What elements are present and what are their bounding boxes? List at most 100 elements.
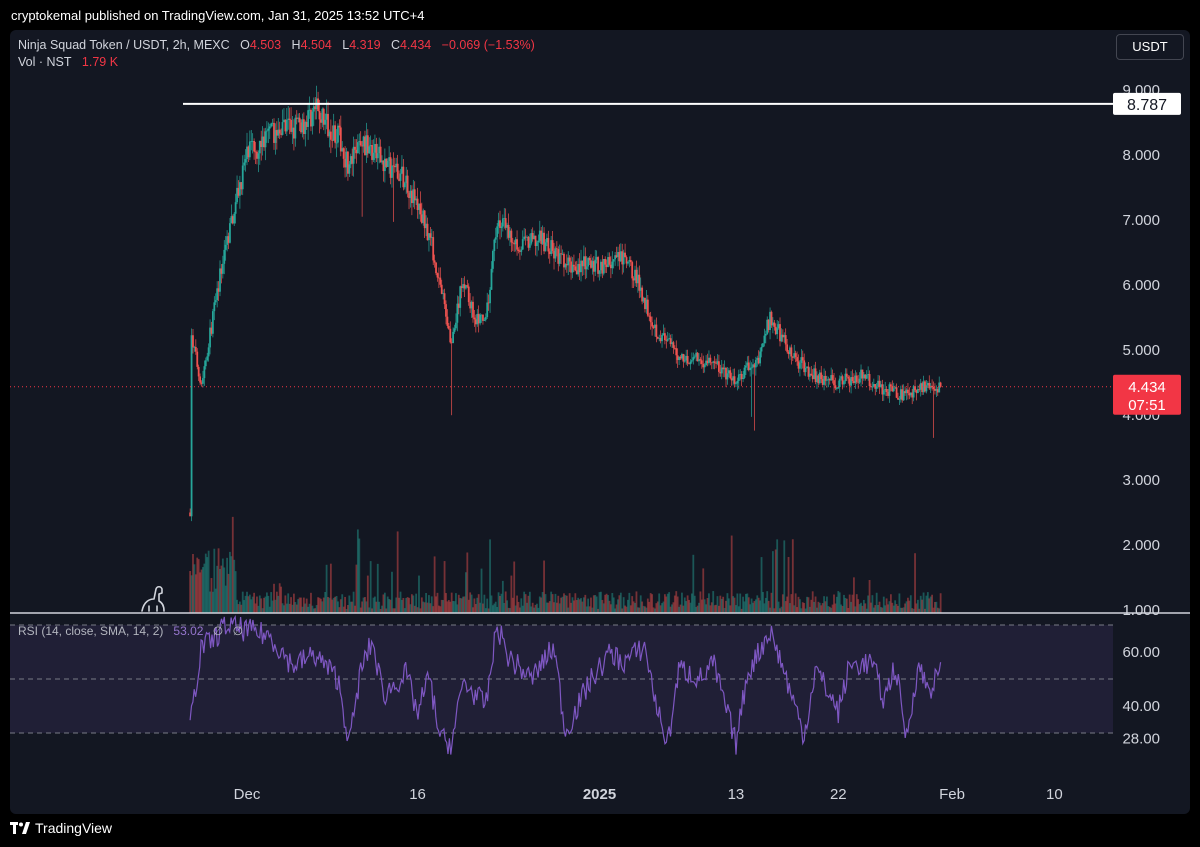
candle-body xyxy=(469,302,472,309)
candle-body xyxy=(415,198,418,201)
volume-bar xyxy=(374,596,376,613)
volume-bar xyxy=(241,591,244,613)
candle-body xyxy=(624,252,626,258)
candle-body xyxy=(227,236,230,243)
candle-body xyxy=(914,386,916,391)
candle-body xyxy=(567,257,570,266)
candle-body xyxy=(803,360,806,373)
candle-body xyxy=(275,130,278,136)
volume-bar xyxy=(563,593,565,613)
candle-body xyxy=(702,363,705,368)
candle-body xyxy=(514,239,517,245)
volume-bar xyxy=(391,571,393,613)
volume-bar xyxy=(614,608,617,613)
volume-bar xyxy=(322,597,325,613)
volume-bar xyxy=(807,597,810,613)
candle-body xyxy=(538,230,541,241)
volume-bar xyxy=(688,599,690,613)
volume-bar xyxy=(757,597,760,613)
candle-body xyxy=(838,378,841,388)
candle-body xyxy=(911,392,914,398)
candle-body xyxy=(291,127,294,132)
published-header: cryptokemal published on TradingView.com… xyxy=(11,8,425,23)
volume-bar xyxy=(712,591,715,613)
chart-canvas[interactable]: 9.0008.0007.0006.0005.0004.0003.0002.000… xyxy=(10,30,1190,814)
volume-bar xyxy=(470,594,473,613)
currency-button[interactable]: USDT xyxy=(1116,34,1184,60)
volume-bar xyxy=(435,596,437,613)
volume-bar xyxy=(209,591,211,613)
volume-bar xyxy=(538,596,541,613)
candle-body xyxy=(703,365,706,368)
volume-bar xyxy=(513,561,516,613)
footer-brand[interactable]: TradingView xyxy=(10,820,112,836)
volume-bar xyxy=(250,599,253,613)
candle-body xyxy=(591,261,594,268)
rsi-axis-tick: 40.00 xyxy=(1122,698,1160,715)
candle-body xyxy=(831,375,834,381)
volume-bar xyxy=(611,593,614,613)
candle-body xyxy=(746,362,749,366)
volume-bar xyxy=(733,597,736,613)
volume-bar xyxy=(561,596,564,613)
volume-bar xyxy=(607,595,609,613)
candle-body xyxy=(229,223,231,243)
volume-bar xyxy=(671,604,673,613)
volume-bar xyxy=(787,556,790,613)
candle-body xyxy=(517,249,520,252)
candle-body xyxy=(777,324,780,329)
volume-bar xyxy=(783,540,786,613)
volume-bar xyxy=(604,594,607,613)
volume-bar xyxy=(543,560,545,613)
candle-body xyxy=(220,268,223,274)
rsi-label[interactable]: RSI (14, close, SMA, 14, 2) xyxy=(18,624,164,638)
volume-bar xyxy=(870,602,872,613)
volume-bar xyxy=(351,601,354,613)
candle-body xyxy=(550,240,553,255)
candle-body xyxy=(884,388,887,391)
volume-bar xyxy=(430,596,433,613)
volume-bar xyxy=(221,558,224,613)
symbol-title[interactable]: Ninja Squad Token / USDT, 2h, MEXC xyxy=(18,38,230,52)
change-value: −0.069 (−1.53%) xyxy=(441,38,535,52)
candle-body xyxy=(442,293,445,295)
volume-bar xyxy=(270,592,273,613)
candle-body xyxy=(238,182,241,196)
volume-bar xyxy=(902,607,905,613)
volume-bar xyxy=(506,600,509,613)
volume-bar xyxy=(251,596,254,613)
candle-body xyxy=(759,351,762,364)
volume-bar xyxy=(260,598,263,613)
volume-label[interactable]: Vol · NST xyxy=(18,55,72,69)
volume-bar xyxy=(817,601,820,613)
rsi-value: 53.02 xyxy=(173,624,204,638)
candle-body xyxy=(862,374,865,379)
volume-bar xyxy=(736,593,739,613)
open-label: O xyxy=(240,38,250,52)
chart-frame[interactable]: 9.000 8.000 7.000 6.000 5.000 4.000 3.000 2.000… xyxy=(10,30,1190,814)
volume-bar xyxy=(914,553,916,613)
volume-bar xyxy=(338,607,341,613)
volume-bar xyxy=(210,578,213,613)
candle-body xyxy=(389,157,392,178)
candle-body xyxy=(422,210,425,223)
tradingview-logo-icon xyxy=(10,822,30,834)
candle-body xyxy=(662,333,665,335)
rsi-legend: RSI (14, close, SMA, 14, 2) 53.02 ∅ ∅ xyxy=(18,624,243,638)
candle-body xyxy=(268,126,271,129)
volume-bar xyxy=(915,603,918,613)
candle-body xyxy=(206,356,209,361)
volume-bar xyxy=(641,601,644,613)
candle-body xyxy=(467,286,470,303)
volume-bar xyxy=(440,599,443,613)
volume-bar xyxy=(476,597,479,613)
volume-bar xyxy=(661,603,663,613)
volume-bar xyxy=(686,595,689,613)
candle-body xyxy=(908,393,911,396)
volume-bar xyxy=(523,591,526,613)
candle-body xyxy=(423,210,426,229)
candle-body xyxy=(432,237,435,261)
candle-body xyxy=(386,160,389,167)
candle-body xyxy=(273,122,275,143)
volume-bar xyxy=(574,593,577,613)
